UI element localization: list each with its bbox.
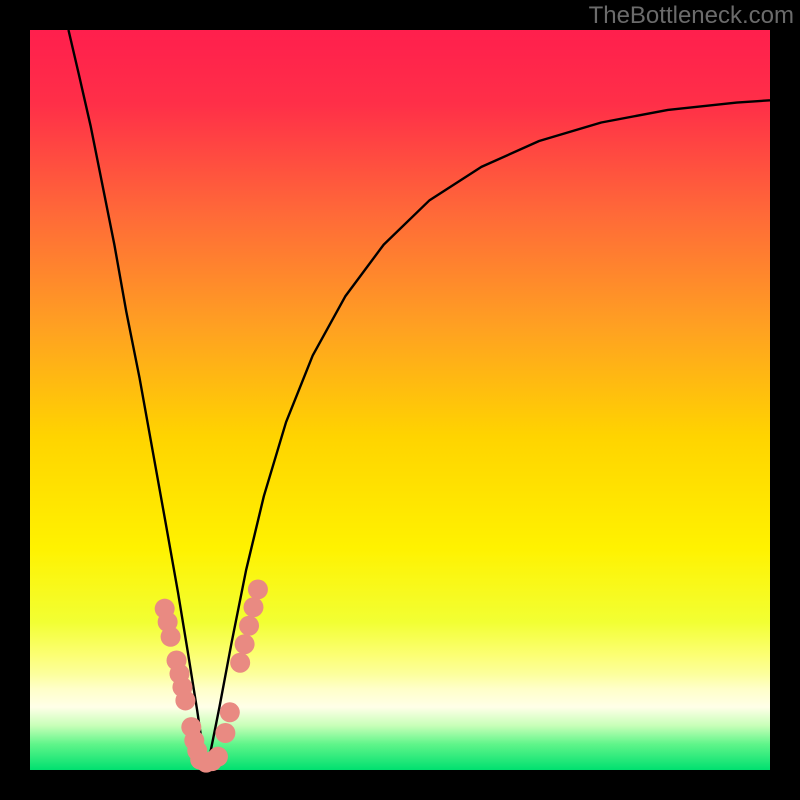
- chart-frame: TheBottleneck.com: [0, 0, 800, 800]
- marker-point: [161, 627, 181, 647]
- marker-point: [230, 653, 250, 673]
- marker-point: [220, 702, 240, 722]
- bottleneck-chart: [0, 0, 800, 800]
- marker-point: [235, 634, 255, 654]
- watermark-text: TheBottleneck.com: [589, 2, 794, 30]
- marker-point: [208, 747, 228, 767]
- marker-point: [175, 690, 195, 710]
- marker-point: [243, 597, 263, 617]
- marker-point: [248, 579, 268, 599]
- marker-point: [239, 616, 259, 636]
- marker-point: [215, 723, 235, 743]
- plot-background: [30, 30, 770, 770]
